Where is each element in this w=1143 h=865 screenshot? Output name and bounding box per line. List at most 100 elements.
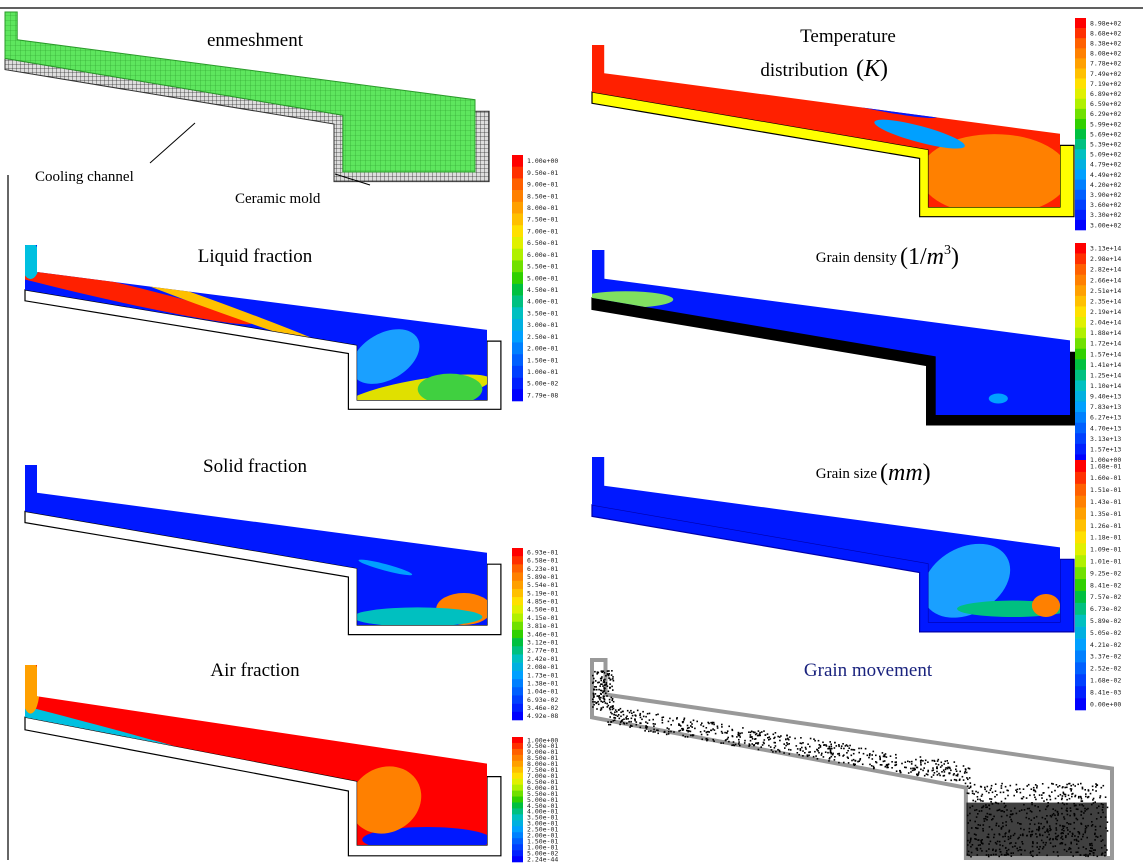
grain bbox=[868, 757, 870, 759]
grain bbox=[623, 718, 625, 720]
grain bbox=[838, 762, 840, 764]
colorbar-swatch bbox=[512, 573, 523, 581]
grain bbox=[969, 768, 971, 770]
colorbar-swatch bbox=[512, 832, 523, 838]
grain bbox=[968, 793, 970, 795]
grain bbox=[735, 744, 737, 746]
colorbar-swatch bbox=[512, 844, 523, 850]
unit-part: ) bbox=[951, 244, 959, 270]
colorbar-label: 6.59e+02 bbox=[1090, 100, 1121, 108]
grain bbox=[879, 757, 881, 759]
panel-unit: (K) bbox=[856, 56, 888, 82]
colorbar-swatch bbox=[1075, 567, 1086, 579]
grain bbox=[640, 713, 642, 715]
grain bbox=[805, 748, 807, 750]
grain bbox=[1010, 785, 1012, 787]
grain bbox=[741, 732, 743, 734]
grain bbox=[1056, 784, 1058, 786]
grain bbox=[801, 743, 803, 745]
grain bbox=[862, 764, 864, 766]
grain bbox=[620, 721, 622, 723]
colorbar-swatch bbox=[1075, 674, 1086, 686]
grain bbox=[599, 697, 601, 699]
grain bbox=[1042, 783, 1044, 785]
grain bbox=[751, 736, 753, 738]
grain bbox=[785, 745, 787, 747]
grain bbox=[788, 743, 790, 745]
grain bbox=[668, 721, 670, 723]
grain bbox=[970, 787, 972, 789]
colorbar-swatch bbox=[512, 167, 523, 179]
grain bbox=[608, 705, 610, 707]
grain bbox=[619, 718, 621, 720]
colorbar-label: 2.08e-01 bbox=[527, 663, 558, 671]
grain bbox=[922, 770, 924, 772]
colorbar-label: 3.46e-02 bbox=[527, 704, 558, 712]
grain bbox=[1084, 789, 1086, 791]
mesh-title: enmeshment bbox=[207, 30, 304, 51]
grain bbox=[839, 755, 841, 757]
grain bbox=[956, 770, 958, 772]
colorbar-label: 8.41e-02 bbox=[1090, 581, 1121, 589]
colorbar-swatch bbox=[512, 260, 523, 272]
grain bbox=[736, 736, 738, 738]
colorbar-swatch bbox=[512, 826, 523, 832]
colorbar-label: 4.20e+02 bbox=[1090, 181, 1121, 189]
grain bbox=[891, 767, 893, 769]
grain bbox=[701, 722, 703, 724]
grain bbox=[955, 769, 957, 771]
grain bbox=[657, 714, 659, 716]
grain bbox=[656, 729, 658, 731]
colorbar-swatch bbox=[1075, 370, 1086, 381]
grain bbox=[875, 755, 877, 757]
colorbar-swatch bbox=[1075, 119, 1086, 129]
grain bbox=[817, 758, 819, 760]
grain bbox=[800, 750, 802, 752]
colorbar-label: 3.81e-01 bbox=[527, 622, 558, 630]
grain bbox=[639, 722, 641, 724]
grain bbox=[827, 752, 829, 754]
grain bbox=[968, 787, 970, 789]
grain bbox=[767, 737, 769, 739]
grain bbox=[975, 791, 977, 793]
colorbar-label: 0.00e+00 bbox=[1090, 700, 1121, 708]
grain bbox=[787, 738, 789, 740]
grain bbox=[1081, 798, 1083, 800]
casting bbox=[592, 250, 1070, 415]
grain bbox=[631, 725, 633, 727]
grain bbox=[690, 735, 692, 737]
grain bbox=[593, 693, 595, 695]
colorbar-swatch bbox=[1075, 89, 1086, 99]
grain bbox=[618, 714, 620, 716]
colorbar-swatch bbox=[1075, 531, 1086, 543]
colorbar-swatch bbox=[1075, 220, 1086, 230]
colorbar-label: 1.43e-01 bbox=[1090, 498, 1121, 506]
grain bbox=[861, 748, 863, 750]
grain bbox=[1033, 794, 1035, 796]
grain bbox=[624, 723, 626, 725]
colorbar-label: 1.25e+14 bbox=[1090, 371, 1121, 379]
grain bbox=[663, 716, 665, 718]
grain bbox=[895, 762, 897, 764]
grain bbox=[762, 744, 764, 746]
grain bbox=[1103, 785, 1105, 787]
unit-part: (1/ bbox=[900, 244, 927, 270]
grain bbox=[612, 676, 614, 678]
grain bbox=[830, 752, 832, 754]
grain bbox=[995, 790, 997, 792]
grain bbox=[1074, 785, 1076, 787]
grain bbox=[838, 746, 840, 748]
grain bbox=[1092, 786, 1094, 788]
grain bbox=[593, 704, 595, 706]
grain bbox=[927, 770, 929, 772]
grain bbox=[598, 704, 600, 706]
colorbar-label: 4.79e+02 bbox=[1090, 161, 1121, 169]
grain bbox=[647, 722, 649, 724]
grain bbox=[788, 749, 790, 751]
grain bbox=[1048, 787, 1050, 789]
grain bbox=[828, 760, 830, 762]
grain bbox=[982, 794, 984, 796]
grain bbox=[821, 754, 823, 756]
panel-title: Grain density bbox=[816, 250, 898, 266]
colorbar-swatch bbox=[512, 605, 523, 613]
